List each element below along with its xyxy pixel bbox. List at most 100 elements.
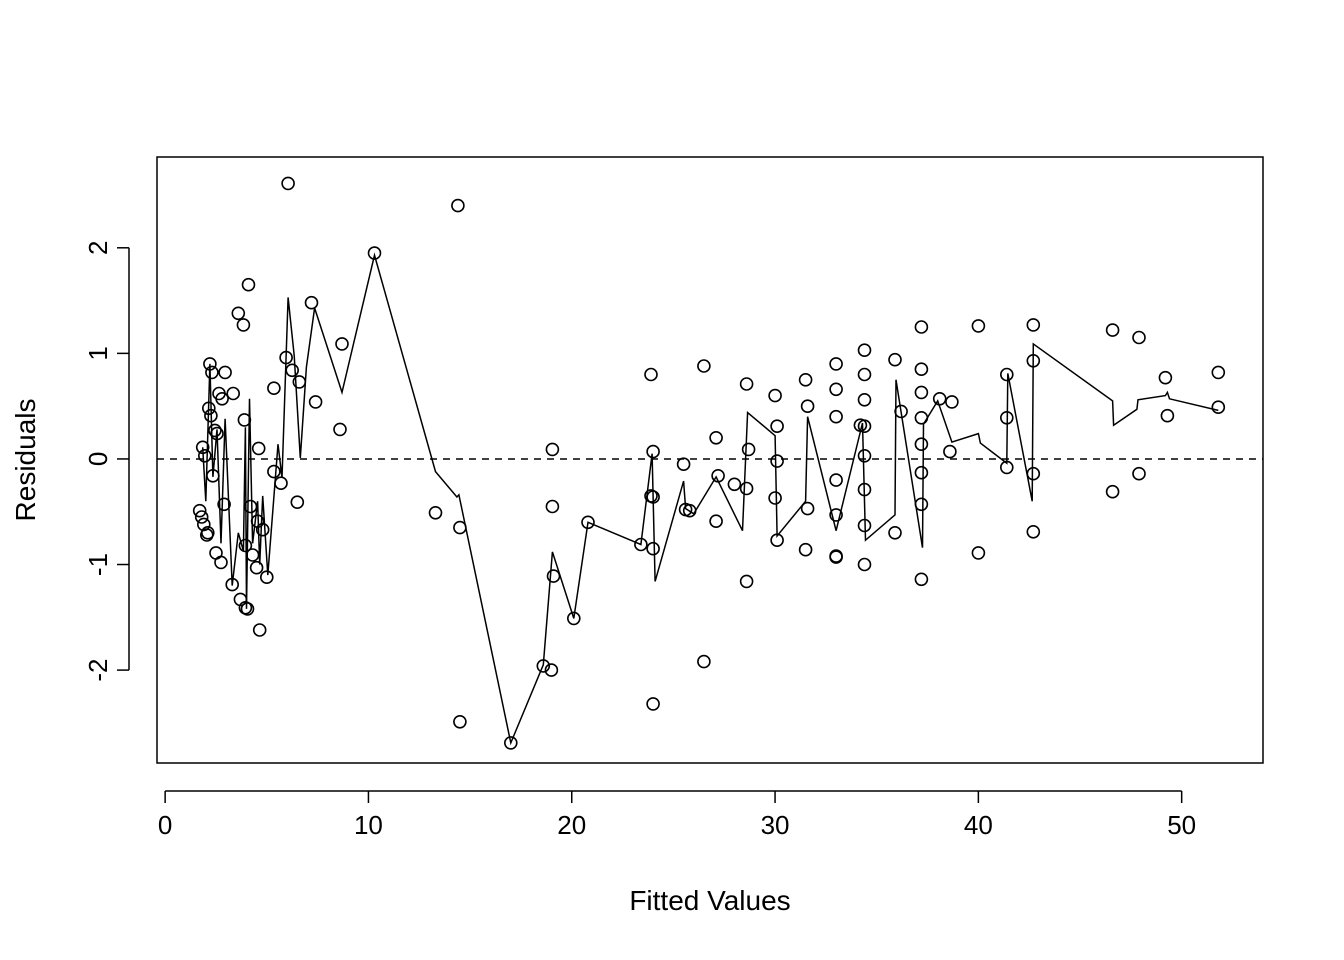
- data-point: [194, 510, 209, 524]
- data-point: [829, 382, 843, 397]
- x-tick-label: 0: [158, 810, 172, 840]
- data-point: [237, 413, 252, 427]
- data-point: [226, 386, 240, 401]
- data-point: [646, 541, 660, 556]
- y-axis: -2 -1 0 1 2: [83, 241, 130, 682]
- data-point: [857, 448, 872, 463]
- data-point: [644, 367, 658, 382]
- data-point: [646, 697, 660, 711]
- data-point: [943, 444, 957, 459]
- data-point: [217, 497, 231, 512]
- data-point: [238, 538, 253, 553]
- data-point: [709, 514, 723, 529]
- data-point: [739, 574, 754, 589]
- data-point: [697, 359, 711, 373]
- data-point: [800, 399, 815, 414]
- data-point: [1158, 370, 1173, 385]
- data-point: [768, 388, 782, 403]
- y-tick-label: -2: [83, 659, 113, 682]
- data-point: [857, 482, 872, 497]
- data-point: [252, 623, 267, 637]
- data-point: [231, 306, 246, 321]
- data-point: [218, 365, 232, 380]
- data-point: [536, 659, 551, 673]
- data-point: [581, 515, 595, 530]
- data-point: [999, 410, 1014, 425]
- data-point: [1105, 323, 1120, 337]
- data-point: [1105, 484, 1120, 499]
- data-point: [204, 408, 218, 423]
- data-point: [711, 468, 725, 483]
- data-point: [829, 508, 843, 522]
- data-point: [682, 503, 697, 518]
- data-point: [914, 465, 929, 480]
- data-point: [829, 549, 843, 563]
- data-point: [770, 454, 784, 468]
- data-point: [798, 372, 813, 387]
- data-point: [215, 391, 229, 406]
- data-point: [857, 557, 872, 572]
- data-point: [206, 468, 220, 483]
- data-point: [241, 277, 256, 292]
- data-point: [428, 505, 443, 520]
- x-tick-label: 40: [964, 810, 993, 840]
- data-point: [770, 533, 784, 548]
- data-point: [267, 464, 281, 479]
- data-point: [945, 395, 959, 409]
- data-point: [1211, 365, 1226, 380]
- data-point: [634, 537, 648, 552]
- data-point: [914, 572, 929, 587]
- data-point: [709, 430, 723, 445]
- data-point: [1026, 353, 1041, 368]
- data-point: [697, 654, 711, 669]
- data-point: [566, 611, 581, 626]
- data-point: [739, 481, 754, 496]
- data-point: [741, 442, 756, 457]
- data-point: [914, 385, 929, 400]
- data-point: [676, 457, 691, 472]
- x-tick-label: 30: [761, 810, 790, 840]
- data-point: [292, 375, 307, 389]
- data-point: [545, 442, 560, 457]
- data-point: [932, 391, 947, 406]
- data-point: [914, 362, 929, 377]
- y-tick-label: 2: [83, 241, 113, 255]
- y-tick-label: 0: [83, 452, 113, 466]
- data-point: [304, 295, 319, 310]
- data-point: [245, 548, 260, 562]
- data-point: [800, 501, 815, 516]
- data-point: [453, 714, 467, 729]
- data-point: [857, 392, 872, 407]
- data-point: [857, 343, 872, 358]
- data-point: [249, 560, 264, 575]
- data-point: [203, 357, 217, 371]
- data-point: [214, 555, 228, 570]
- data-point: [646, 490, 660, 504]
- y-tick-label: -1: [83, 553, 113, 576]
- x-tick-label: 20: [557, 810, 586, 840]
- data-point: [285, 363, 300, 378]
- data-point: [888, 525, 902, 540]
- data-point: [503, 736, 518, 750]
- x-tick-label: 50: [1167, 810, 1196, 840]
- data-point: [240, 602, 255, 616]
- data-points: [192, 176, 1226, 750]
- y-tick-label: 1: [83, 346, 113, 360]
- x-tick-label: 10: [354, 810, 383, 840]
- data-point: [279, 350, 293, 365]
- data-point: [1026, 466, 1041, 481]
- data-point: [971, 546, 986, 560]
- data-point: [544, 663, 559, 677]
- data-point: [914, 497, 929, 512]
- data-point: [202, 401, 216, 416]
- data-point: [768, 491, 782, 505]
- data-point: [857, 367, 872, 382]
- data-point: [308, 395, 323, 409]
- data-point: [914, 410, 929, 425]
- data-point: [274, 476, 288, 491]
- data-point: [335, 337, 349, 351]
- data-point: [999, 460, 1014, 475]
- data-point: [290, 495, 305, 510]
